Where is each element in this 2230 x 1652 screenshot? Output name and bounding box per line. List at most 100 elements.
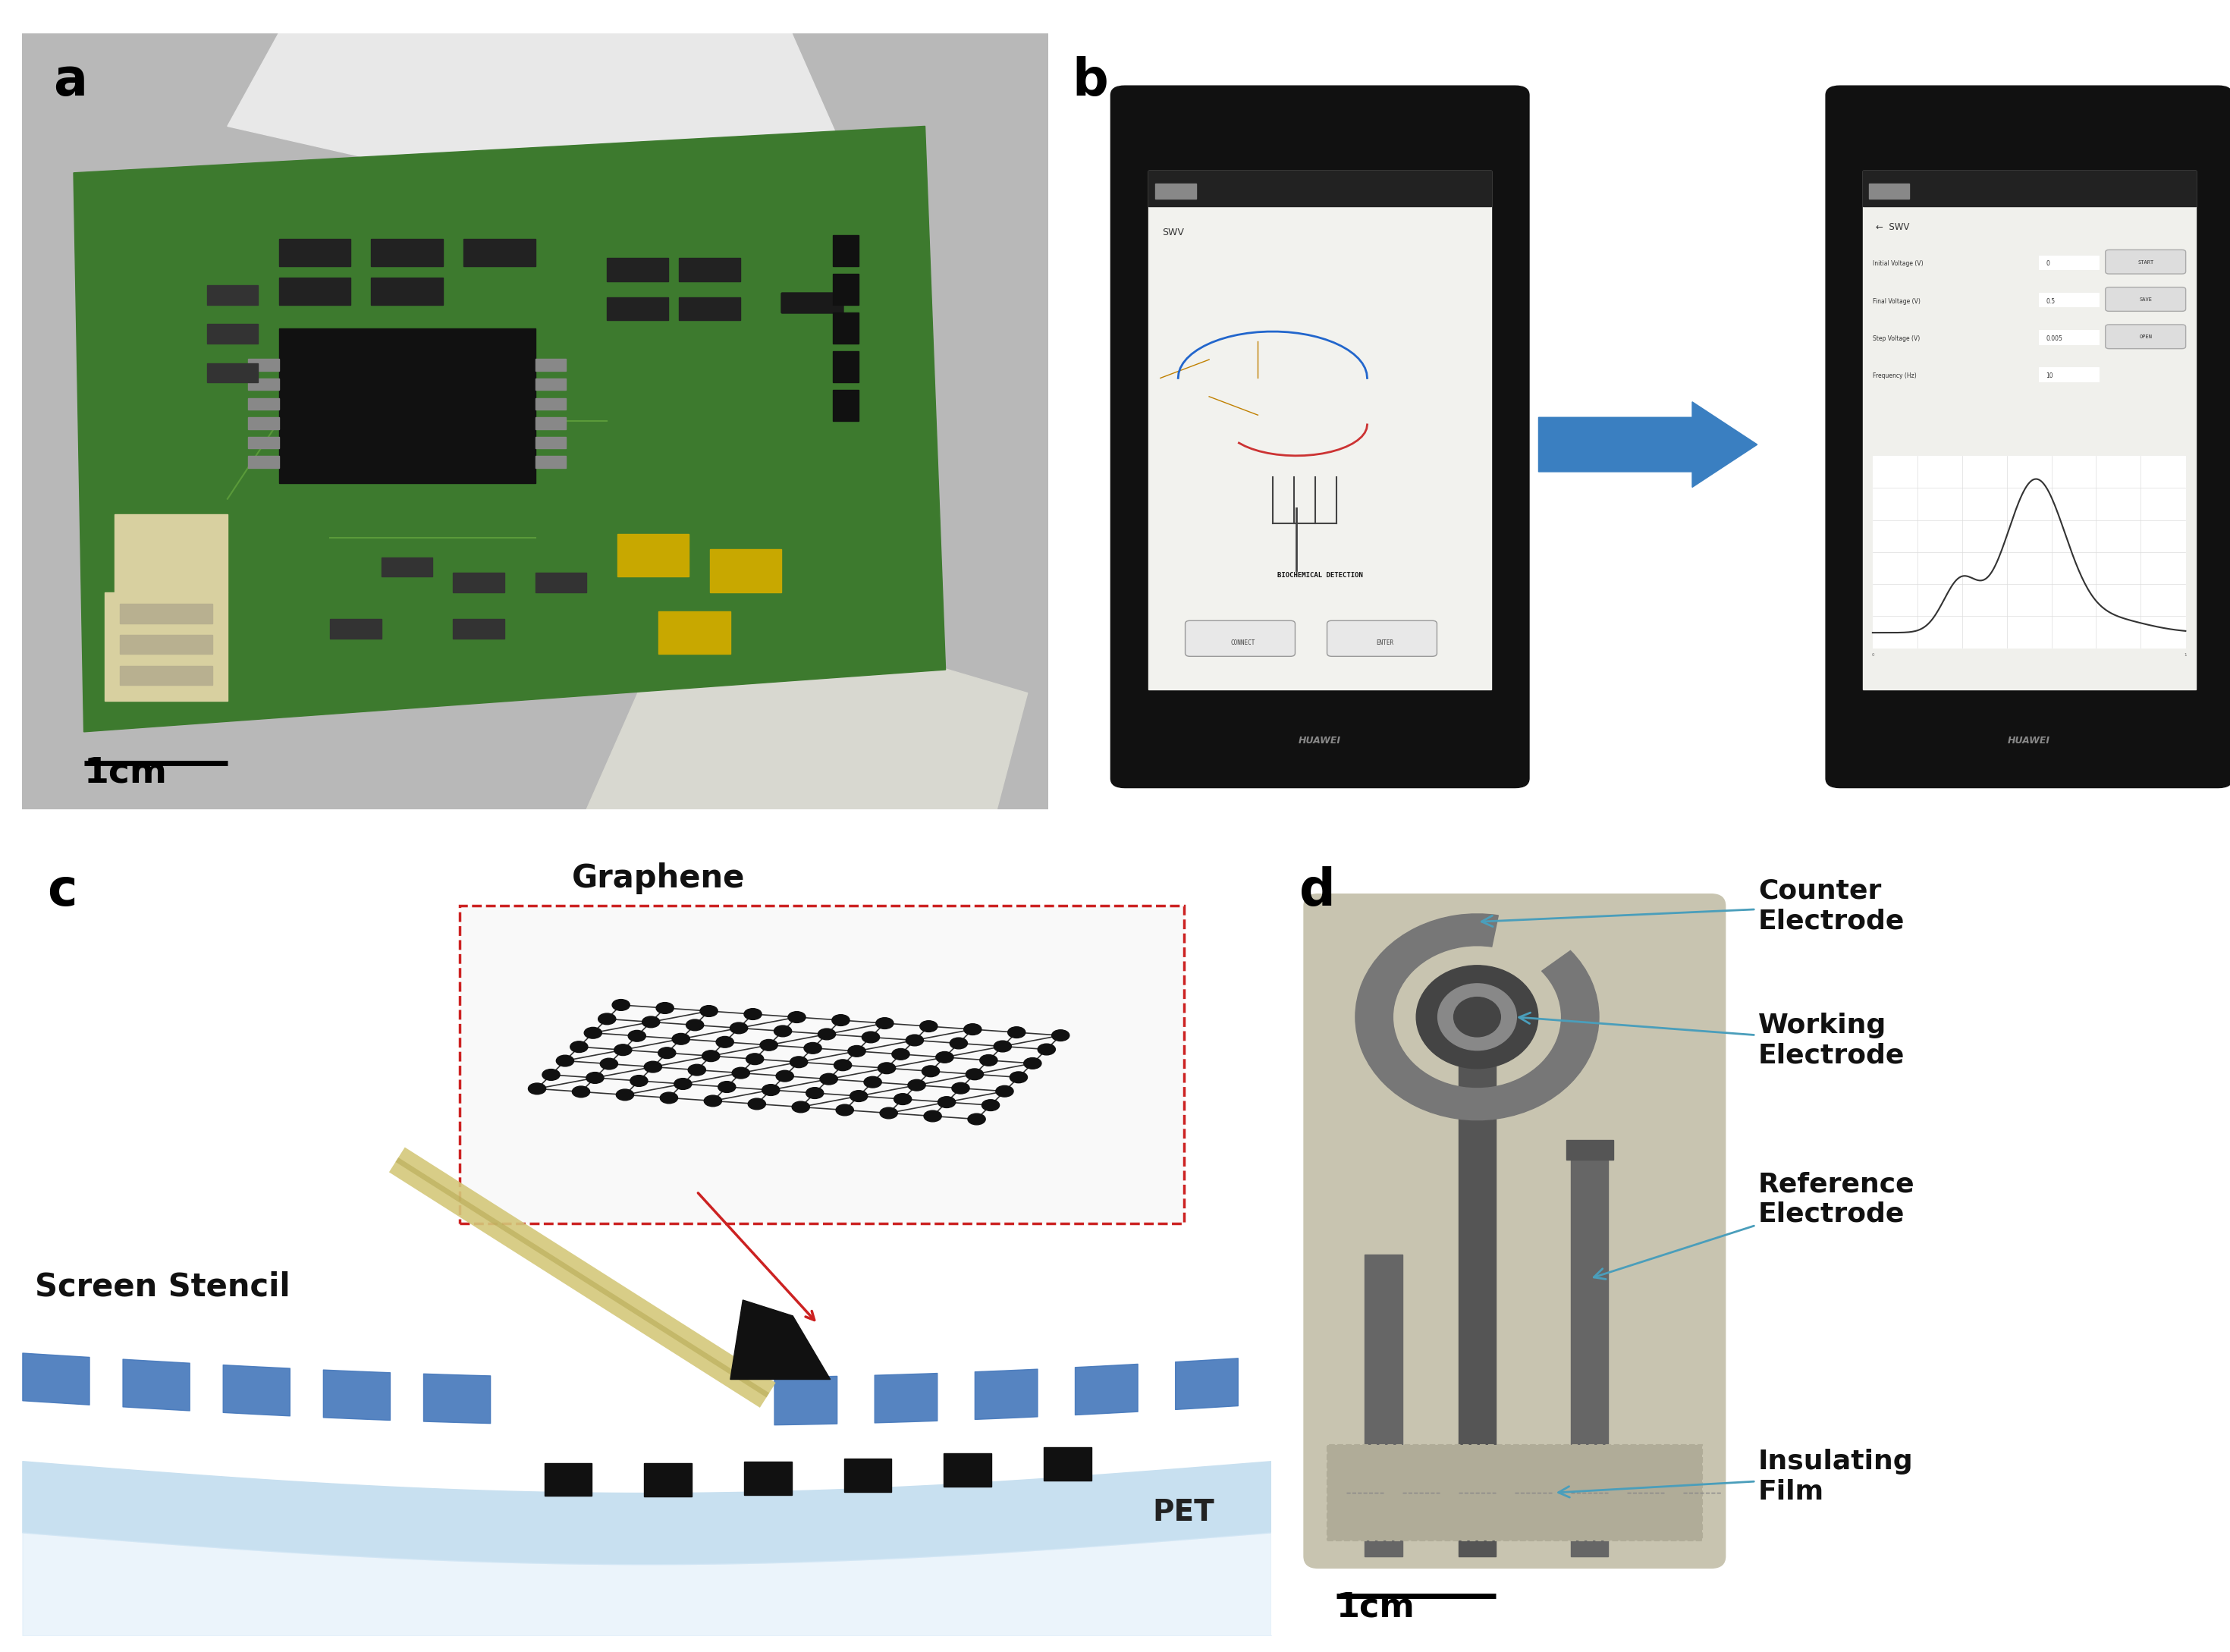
FancyBboxPatch shape [2105,287,2185,311]
Bar [248,436,279,448]
Circle shape [881,1107,896,1118]
Text: CONNECT: CONNECT [1231,639,1255,646]
Circle shape [673,1079,691,1089]
Circle shape [1416,965,1539,1069]
Circle shape [658,1047,676,1059]
Text: Insulating
Film: Insulating Film [1559,1449,1913,1505]
Bar [943,1454,992,1487]
Circle shape [850,1090,867,1102]
Polygon shape [227,33,843,188]
FancyBboxPatch shape [1305,894,1726,1568]
Text: c: c [47,866,78,917]
Bar [832,235,859,266]
Circle shape [776,1070,794,1082]
FancyArrow shape [1539,401,1757,487]
Bar [832,274,859,304]
Text: Reference
Electrode: Reference Electrode [1594,1171,1916,1279]
Bar [618,534,689,577]
Bar [780,292,843,312]
FancyBboxPatch shape [1826,86,2230,788]
Text: 0: 0 [1871,653,1873,656]
Bar [678,258,740,281]
Text: 1cm: 1cm [85,757,167,790]
Circle shape [1454,998,1501,1037]
Bar [464,240,535,266]
Circle shape [760,1039,778,1051]
Circle shape [656,1003,673,1014]
Bar [535,378,566,390]
Text: Frequency (Hz): Frequency (Hz) [1873,373,1916,380]
Bar [279,278,350,304]
Circle shape [529,1084,546,1094]
Bar [1862,170,2197,206]
Bar [207,363,259,382]
Circle shape [555,1056,573,1067]
Bar [1365,1256,1403,1556]
Circle shape [1024,1057,1041,1069]
Circle shape [981,1100,999,1110]
Circle shape [847,1046,865,1057]
Circle shape [863,1077,881,1087]
Circle shape [642,1016,660,1028]
Circle shape [1037,1044,1055,1056]
Circle shape [598,1013,615,1024]
Text: 1: 1 [2183,653,2188,656]
Circle shape [586,1072,604,1084]
FancyBboxPatch shape [1111,86,1530,788]
Circle shape [745,1008,763,1019]
Bar [709,550,780,591]
Bar [2038,367,2098,382]
Bar [248,418,279,430]
Bar [370,278,444,304]
Bar [618,534,689,577]
Text: SAVE: SAVE [2139,297,2152,302]
Text: 0.5: 0.5 [2045,297,2054,304]
Bar [279,329,535,484]
Bar [535,358,566,370]
Bar [459,905,1184,1222]
Circle shape [894,1094,912,1105]
Circle shape [700,1006,718,1016]
Bar [370,240,444,266]
Bar [120,603,212,623]
Text: 1cm: 1cm [1336,1591,1416,1624]
Circle shape [834,1059,852,1070]
Circle shape [1010,1072,1028,1082]
Bar [544,1462,591,1497]
Circle shape [718,1082,736,1092]
Text: 0.005: 0.005 [2045,335,2063,342]
Polygon shape [74,126,946,732]
Text: Counter
Electrode: Counter Electrode [1481,879,1904,933]
Bar [843,1459,892,1492]
Circle shape [792,1102,809,1112]
Circle shape [615,1089,633,1100]
Circle shape [818,1029,836,1039]
Bar [2038,330,2098,344]
Circle shape [937,1052,954,1062]
Bar [279,278,350,304]
Circle shape [1053,1029,1070,1041]
Bar [105,591,227,700]
Bar [2038,256,2098,269]
Circle shape [774,1026,792,1037]
Bar [535,418,566,430]
Circle shape [979,1054,997,1066]
Bar [1565,1140,1612,1160]
Circle shape [879,1062,896,1074]
Circle shape [542,1069,560,1080]
Bar [248,456,279,468]
Circle shape [747,1099,765,1110]
Text: Working
Electrode: Working Electrode [1519,1013,1904,1069]
Circle shape [832,1014,850,1026]
Circle shape [613,999,629,1011]
Bar [207,324,259,344]
Circle shape [763,1084,780,1095]
Circle shape [584,1028,602,1039]
Bar [120,634,212,654]
Bar [105,591,227,717]
Polygon shape [731,1300,830,1379]
Circle shape [939,1097,954,1108]
Bar [832,352,859,382]
Circle shape [731,1067,749,1079]
Circle shape [966,1069,983,1080]
